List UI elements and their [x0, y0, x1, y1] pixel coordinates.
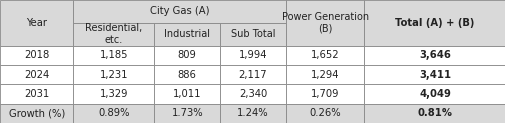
Bar: [154, 104, 220, 123]
Bar: [0, 84, 73, 104]
Text: 2024: 2024: [24, 70, 49, 80]
Text: City Gas (A): City Gas (A): [149, 6, 209, 16]
Text: 3,646: 3,646: [419, 50, 450, 60]
Bar: [73, 65, 154, 84]
Bar: [364, 84, 505, 104]
Text: 1.24%: 1.24%: [237, 108, 268, 118]
Text: 1,329: 1,329: [99, 89, 128, 99]
Text: 1.73%: 1.73%: [171, 108, 203, 118]
Text: Residential,
etc.: Residential, etc.: [85, 23, 142, 45]
Text: 2031: 2031: [24, 89, 49, 99]
Text: 1,294: 1,294: [310, 70, 339, 80]
Text: 2018: 2018: [24, 50, 49, 60]
Text: 1,709: 1,709: [310, 89, 339, 99]
Bar: [285, 84, 364, 104]
Bar: [364, 104, 505, 123]
Text: 1,994: 1,994: [238, 50, 267, 60]
Text: 1,652: 1,652: [310, 50, 339, 60]
Text: 1,185: 1,185: [99, 50, 128, 60]
Bar: [0, 104, 73, 123]
Bar: [0, 46, 73, 65]
Text: 4,049: 4,049: [419, 89, 450, 99]
Text: 809: 809: [177, 50, 196, 60]
Bar: [154, 84, 220, 104]
Text: Total (A) + (B): Total (A) + (B): [395, 18, 474, 28]
Bar: [220, 104, 285, 123]
Text: 0.26%: 0.26%: [309, 108, 340, 118]
Bar: [154, 65, 220, 84]
Bar: [220, 84, 285, 104]
Text: Growth (%): Growth (%): [9, 108, 65, 118]
Text: 0.89%: 0.89%: [98, 108, 129, 118]
Bar: [220, 46, 285, 65]
Text: Power Generation
(B): Power Generation (B): [281, 12, 368, 34]
Bar: [0, 0, 73, 46]
Bar: [154, 46, 220, 65]
Bar: [285, 104, 364, 123]
Bar: [73, 84, 154, 104]
Text: Year: Year: [26, 18, 47, 28]
Bar: [154, 23, 220, 46]
Text: 3,411: 3,411: [418, 70, 450, 80]
Bar: [73, 0, 285, 23]
Text: 886: 886: [177, 70, 196, 80]
Text: 2,117: 2,117: [238, 70, 267, 80]
Text: 0.81%: 0.81%: [417, 108, 452, 118]
Text: Sub Total: Sub Total: [230, 29, 275, 39]
Bar: [0, 65, 73, 84]
Text: Industrial: Industrial: [164, 29, 210, 39]
Text: 1,011: 1,011: [173, 89, 201, 99]
Bar: [220, 65, 285, 84]
Bar: [285, 65, 364, 84]
Bar: [285, 0, 364, 46]
Bar: [73, 23, 154, 46]
Bar: [364, 65, 505, 84]
Bar: [73, 46, 154, 65]
Bar: [364, 46, 505, 65]
Bar: [285, 46, 364, 65]
Bar: [364, 0, 505, 46]
Bar: [73, 104, 154, 123]
Text: 2,340: 2,340: [238, 89, 267, 99]
Bar: [220, 23, 285, 46]
Text: 1,231: 1,231: [99, 70, 128, 80]
